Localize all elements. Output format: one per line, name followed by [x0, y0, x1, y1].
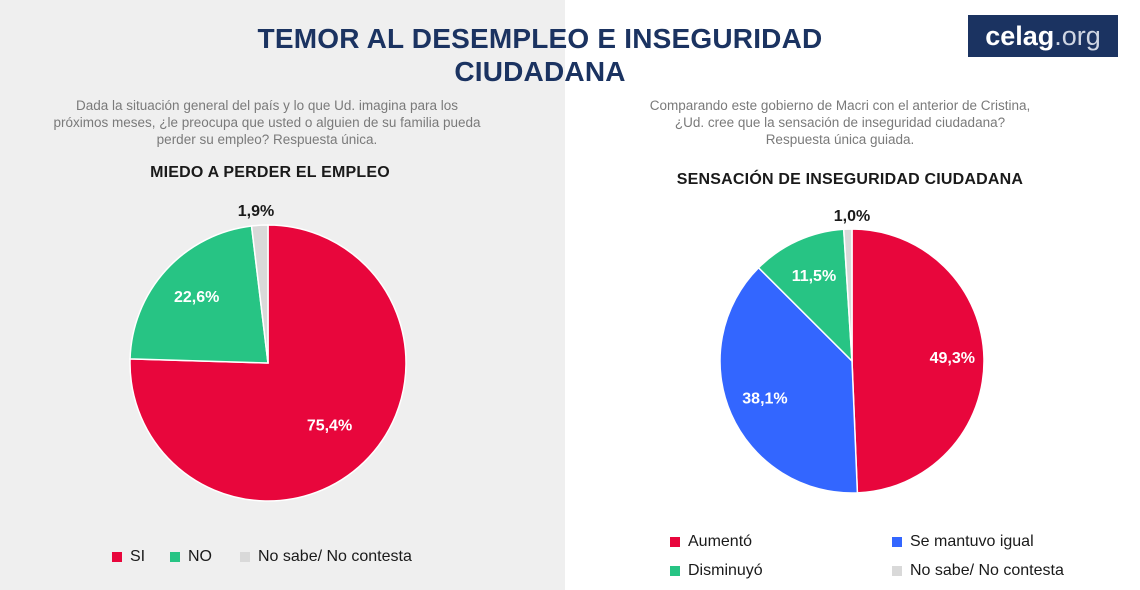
pie-data-label: 1,0% [834, 208, 870, 225]
legend-label-no: NO [188, 548, 212, 565]
legend-label-aumento: Aumentó [688, 533, 753, 550]
right-chart-title: SENSACIÓN DE INSEGURIDAD CIUDADANA [676, 171, 1024, 188]
pie-slice-disminuyó [757, 228, 853, 363]
legend-swatch-si [112, 552, 122, 562]
pie-slice-no [129, 225, 269, 364]
pie-data-label: 75,4% [307, 418, 352, 435]
legend-swatch-no [170, 552, 180, 562]
logo-main-text: celag [985, 20, 1055, 51]
legend-swatch-ns-nc [240, 552, 250, 562]
left-legend-item-no: NO [170, 548, 212, 566]
pie-slice-se-mantuvo-igual [719, 266, 859, 494]
pie-slice-no-sabe-no-contesta [842, 228, 853, 362]
right-legend-item-aumento: Aumentó [670, 533, 752, 551]
pie-data-label: 11,5% [792, 268, 836, 285]
pie-slice-no-sabe-no-contesta [250, 224, 269, 364]
legend-label-se-mantuvo: Se mantuvo igual [910, 533, 1034, 550]
page-title: TEMOR AL DESEMPLEO E INSEGURIDAD CIUDADA… [200, 22, 880, 88]
pie-data-label: 38,1% [742, 390, 787, 407]
legend-label-ns-nc: No sabe/ No contesta [258, 548, 412, 565]
pie-data-label: 1,9% [238, 203, 274, 220]
legend-swatch-se-mantuvo [892, 537, 902, 547]
right-legend-item-ns-nc: No sabe/ No contesta [892, 562, 1064, 580]
title-line-1: TEMOR AL DESEMPLEO E INSEGURIDAD [257, 23, 823, 54]
right-legend-item-se-mantuvo: Se mantuvo igual [892, 533, 1034, 551]
left-question: Dada la situación general del país y lo … [53, 98, 481, 147]
right-legend-item-disminuyo: Disminuyó [670, 562, 763, 580]
left-legend-item-ns-nc: No sabe/ No contesta [240, 548, 412, 566]
legend-label-ns-nc-right: No sabe/ No contesta [910, 562, 1064, 579]
pie-data-label: 22,6% [174, 289, 219, 306]
legend-label-si: SI [130, 548, 146, 565]
pie-slice-aumentó [851, 228, 985, 494]
legend-swatch-ns-nc-right [892, 566, 902, 576]
right-question: Comparando este gobierno de Macri con el… [649, 98, 1031, 147]
left-chart-title: MIEDO A PERDER EL EMPLEO [150, 164, 390, 181]
left-legend-item-si: SI [112, 548, 145, 566]
celag-logo: celag .org [968, 15, 1118, 57]
title-line-2: CIUDADANA [454, 56, 626, 87]
logo-suffix-text: .org [1054, 20, 1101, 51]
legend-label-disminuyo: Disminuyó [688, 562, 763, 579]
legend-swatch-disminuyo [670, 566, 680, 576]
legend-swatch-aumento [670, 537, 680, 547]
pie-data-label: 49,3% [930, 350, 975, 367]
